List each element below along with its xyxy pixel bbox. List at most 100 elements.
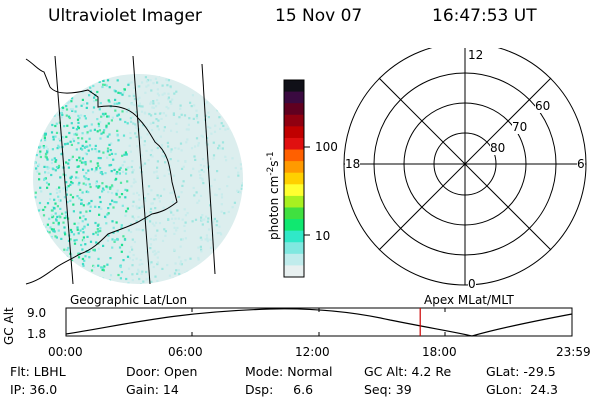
speckle-pixel — [124, 196, 127, 199]
speckle-pixel — [45, 145, 48, 148]
speckle-pixel — [147, 84, 150, 87]
speckle-pixel — [138, 113, 141, 117]
speckle-pixel — [138, 102, 141, 105]
speckle-pixel — [76, 118, 80, 121]
speckle-pixel — [68, 116, 71, 120]
speckle-pixel — [212, 141, 215, 144]
speckle-pixel — [201, 135, 204, 138]
speckle-pixel — [133, 86, 136, 90]
speckle-pixel — [108, 279, 112, 282]
speckle-pixel — [136, 145, 139, 148]
speckle-pixel — [95, 150, 98, 153]
speckle-pixel — [84, 218, 87, 221]
speckle-pixel — [149, 122, 152, 125]
speckle-pixel — [147, 193, 150, 196]
polar-diagonal-2 — [378, 77, 552, 251]
speckle-pixel — [242, 266, 243, 270]
speckle-pixel — [237, 174, 240, 177]
speckle-pixel — [224, 243, 227, 247]
speckle-pixel — [155, 105, 158, 108]
speckle-pixel — [152, 82, 155, 85]
speckle-pixel — [41, 114, 44, 117]
speckle-pixel — [45, 181, 49, 184]
speckle-pixel — [157, 119, 160, 122]
speckle-pixel — [177, 159, 180, 162]
speckle-pixel — [106, 115, 109, 118]
speckle-pixel — [163, 188, 166, 191]
speckle-pixel — [63, 196, 66, 199]
speckle-pixel — [223, 212, 226, 215]
speckle-pixel — [98, 129, 101, 132]
speckle-pixel — [124, 151, 127, 154]
speckle-pixel — [132, 169, 135, 172]
speckle-pixel — [73, 222, 76, 225]
speckle-pixel — [61, 273, 64, 276]
speckle-pixel — [135, 135, 138, 138]
speckle-pixel — [195, 109, 198, 112]
speckle-pixel — [82, 168, 85, 171]
timeline-xtick-2359: 23:59 — [556, 345, 591, 359]
speckle-pixel — [206, 238, 209, 241]
speckle-pixel — [175, 122, 178, 125]
speckle-pixel — [114, 109, 117, 112]
speckle-pixel — [106, 156, 109, 159]
speckle-pixel — [110, 119, 113, 122]
speckle-pixel — [50, 74, 53, 77]
speckle-pixel — [71, 196, 75, 199]
speckle-pixel — [195, 191, 198, 194]
speckle-pixel — [182, 180, 185, 183]
speckle-pixel — [209, 204, 212, 207]
lat-label-60: 60 — [535, 99, 551, 113]
lat-label-70: 70 — [512, 120, 528, 134]
speckle-pixel — [51, 84, 55, 87]
speckle-pixel — [226, 94, 229, 97]
speckle-pixel — [132, 93, 135, 96]
speckle-pixel — [75, 133, 78, 136]
speckle-pixel — [145, 278, 148, 281]
speckle-pixel — [80, 198, 83, 202]
speckle-pixel — [81, 144, 84, 147]
speckle-pixel — [155, 170, 158, 173]
speckle-pixel — [71, 182, 74, 185]
speckle-pixel — [50, 131, 54, 134]
speckle-pixel — [156, 175, 159, 178]
speckle-pixel — [55, 122, 58, 125]
speckle-pixel — [142, 219, 146, 222]
speckle-pixel — [173, 226, 176, 229]
speckle-pixel — [164, 283, 167, 284]
speckle-pixel — [93, 278, 96, 281]
speckle-pixel — [144, 199, 147, 203]
speckle-pixel — [74, 270, 77, 273]
speckle-pixel — [104, 83, 107, 86]
speckle-pixel — [89, 160, 92, 163]
speckle-pixel — [156, 256, 159, 259]
speckle-pixel — [38, 153, 41, 156]
speckle-pixel — [201, 158, 205, 161]
speckle-pixel — [83, 226, 86, 229]
speckle-pixel — [201, 177, 204, 180]
speckle-pixel — [209, 238, 212, 241]
speckle-pixel — [180, 113, 183, 116]
speckle-pixel — [33, 121, 36, 124]
speckle-pixel — [83, 175, 86, 178]
speckle-pixel — [156, 229, 159, 232]
speckle-pixel — [138, 85, 141, 88]
speckle-pixel — [147, 277, 151, 280]
colorbar-segment — [284, 184, 304, 197]
speckle-pixel — [89, 74, 92, 77]
speckle-pixel — [94, 205, 97, 208]
speckle-pixel — [36, 214, 39, 218]
speckle-pixel — [39, 139, 42, 142]
speckle-pixel — [162, 206, 165, 209]
speckle-pixel — [53, 86, 56, 89]
speckle-pixel — [96, 228, 99, 231]
speckle-pixel — [169, 209, 172, 212]
speckle-pixel — [62, 79, 66, 82]
speckle-pixel — [97, 186, 100, 189]
speckle-pixel — [107, 115, 110, 118]
speckle-pixel — [109, 257, 112, 260]
speckle-pixel — [81, 220, 84, 223]
speckle-pixel — [161, 84, 164, 87]
speckle-pixel — [168, 274, 171, 277]
speckle-pixel — [69, 199, 72, 202]
